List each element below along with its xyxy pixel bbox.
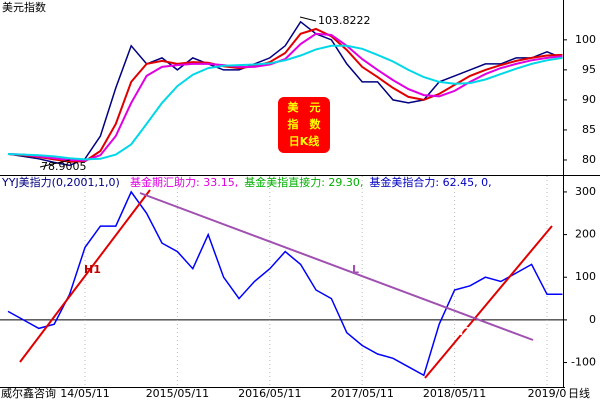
- trend-label: H1: [84, 263, 101, 276]
- badge-text: 日K线: [289, 134, 320, 148]
- series-line: [7, 44, 563, 161]
- annotation-arrow: [299, 16, 317, 22]
- series-line: [7, 32, 563, 162]
- y-tick-label: 100: [575, 33, 596, 46]
- x-tick-label: 2016/05/11: [238, 387, 301, 400]
- readout: 基金美指直接力: 29.30,: [244, 175, 363, 189]
- source: 威尔鑫咨询: [1, 386, 56, 400]
- x-tick-label: 2017/05/11: [330, 387, 393, 400]
- trend-line: [139, 192, 534, 341]
- y-tick-label: 85: [582, 123, 596, 136]
- chart-title: 美元指数: [2, 0, 46, 14]
- y-tick-label: 200: [575, 228, 596, 241]
- series-line: [7, 27, 563, 163]
- readout: 基金美指合力: 62.45, 0,: [369, 175, 491, 189]
- y-tick-label: 100: [575, 270, 596, 283]
- y-tick-label: 95: [582, 63, 596, 76]
- period-box: [565, 387, 600, 400]
- x-tick-label: 2019/0: [528, 387, 567, 400]
- y-tick-label: -100: [571, 356, 596, 369]
- period: 日线: [568, 386, 590, 400]
- annotation: 78.9005: [41, 160, 87, 173]
- y-tick-label: 80: [582, 153, 596, 166]
- x-tick-label: 14/05/11: [60, 387, 109, 400]
- annotation-arrow: [39, 159, 71, 168]
- y-tick-label: 0: [589, 313, 596, 326]
- y-tick-label: 90: [582, 93, 596, 106]
- badge-text: 指 数: [288, 117, 322, 131]
- badge-text: 美 元: [288, 100, 321, 114]
- series-line: [7, 190, 563, 377]
- trend-label: L: [352, 263, 359, 276]
- badge: [278, 97, 330, 153]
- chart-title: YYJ美指力(0,2001,1,0): [1, 175, 120, 189]
- series-line: [7, 20, 563, 167]
- annotation: 103.8222: [318, 14, 371, 27]
- trend-label: H2: [454, 325, 471, 338]
- readout: 基金期汇助力: 33.15,: [130, 175, 238, 189]
- trend-line: [19, 189, 151, 363]
- y-tick-label: 300: [575, 185, 596, 198]
- x-tick-label: 2015/05/11: [146, 387, 209, 400]
- trend-line: [424, 225, 553, 379]
- x-tick-label: 2018/05/11: [423, 387, 486, 400]
